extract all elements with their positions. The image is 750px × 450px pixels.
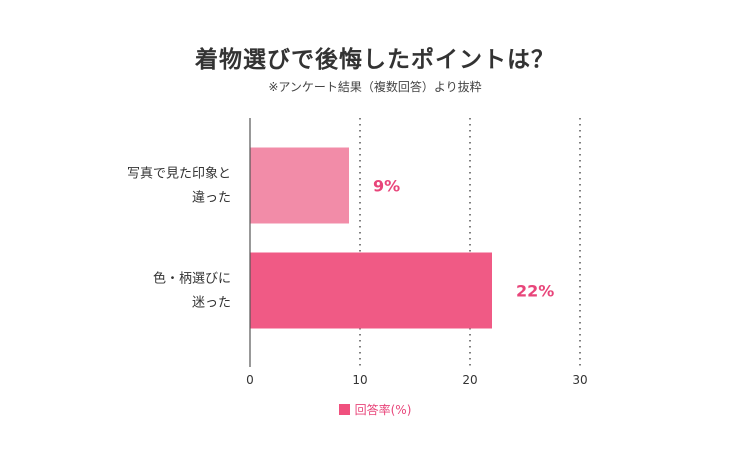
- data-label: 22%: [516, 282, 554, 301]
- legend: 回答率(%): [0, 401, 750, 418]
- tick-label: 10: [352, 373, 367, 387]
- bar: [250, 147, 349, 224]
- legend-swatch: [338, 404, 350, 415]
- bar: [250, 252, 492, 329]
- legend-label: 回答率(%): [354, 403, 412, 417]
- tick-label: 30: [572, 373, 587, 387]
- tick-label: 20: [462, 373, 477, 387]
- tick-label: 0: [246, 373, 254, 387]
- chart-subtitle: ※アンケート結果（複数回答）より抜粋: [268, 80, 482, 94]
- category-label: 色・柄選びに: [153, 271, 231, 287]
- category-label: 違った: [192, 191, 231, 206]
- chart-title: 着物選びで後悔したポイントは？: [195, 47, 555, 73]
- category-label: 迷った: [192, 296, 231, 311]
- category-label: 写真で見た印象と: [127, 167, 231, 182]
- data-label: 9%: [373, 177, 400, 196]
